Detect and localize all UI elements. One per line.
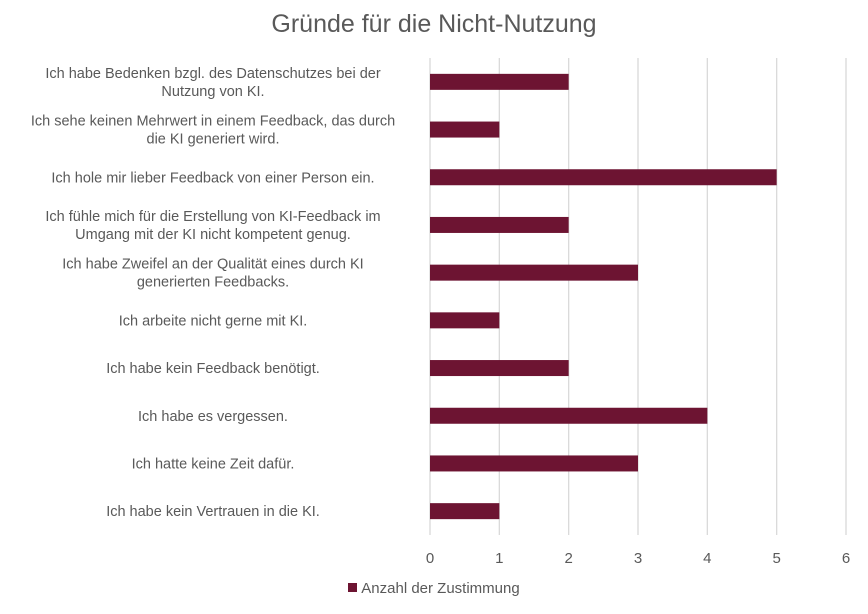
legend-label: Anzahl der Zustimmung: [361, 580, 520, 597]
category-label: Ich habe kein Feedback benötigt.: [106, 361, 320, 377]
bar: [430, 169, 777, 186]
bar: [430, 121, 500, 138]
bar: [430, 216, 569, 233]
x-tick-label: 0: [426, 550, 434, 567]
bar: [430, 407, 708, 424]
category-label: Ich habe kein Vertrauen in die KI.: [106, 504, 320, 520]
bar: [430, 312, 500, 329]
category-label: Ich hole mir lieber Feedback von einer P…: [51, 170, 374, 186]
x-tick-label: 3: [634, 550, 642, 567]
category-label: Ich habe Zweifel an der Qualität eines d…: [62, 257, 363, 291]
x-tick-label: 2: [564, 550, 572, 567]
x-axis-ticks: 0 1 2 3 4 5 6: [426, 550, 850, 567]
category-labels: Ich habe Bedenken bzgl. des Datenschutze…: [31, 66, 395, 520]
bar: [430, 264, 638, 281]
category-label: Ich sehe keinen Mehrwert in einem Feedba…: [31, 114, 395, 148]
chart-title: Gründe für die Nicht-Nutzung: [271, 10, 597, 38]
bar: [430, 503, 500, 520]
x-tick-label: 5: [772, 550, 780, 567]
bars: [430, 73, 777, 520]
x-tick-label: 6: [842, 550, 850, 567]
legend-swatch: [348, 583, 358, 592]
bar: [430, 360, 569, 377]
bar: [430, 73, 569, 90]
x-tick-label: 1: [495, 550, 503, 567]
category-label: Ich fühle mich für die Erstellung von KI…: [45, 209, 380, 243]
category-label: Ich habe es vergessen.: [138, 409, 288, 425]
category-label: Ich hatte keine Zeit dafür.: [132, 456, 295, 472]
x-tick-label: 4: [703, 550, 711, 567]
bar: [430, 455, 638, 472]
category-label: Ich habe Bedenken bzgl. des Datenschutze…: [45, 66, 381, 100]
legend: Anzahl der Zustimmung: [0, 580, 868, 597]
category-label: Ich arbeite nicht gerne mit KI.: [119, 313, 308, 329]
